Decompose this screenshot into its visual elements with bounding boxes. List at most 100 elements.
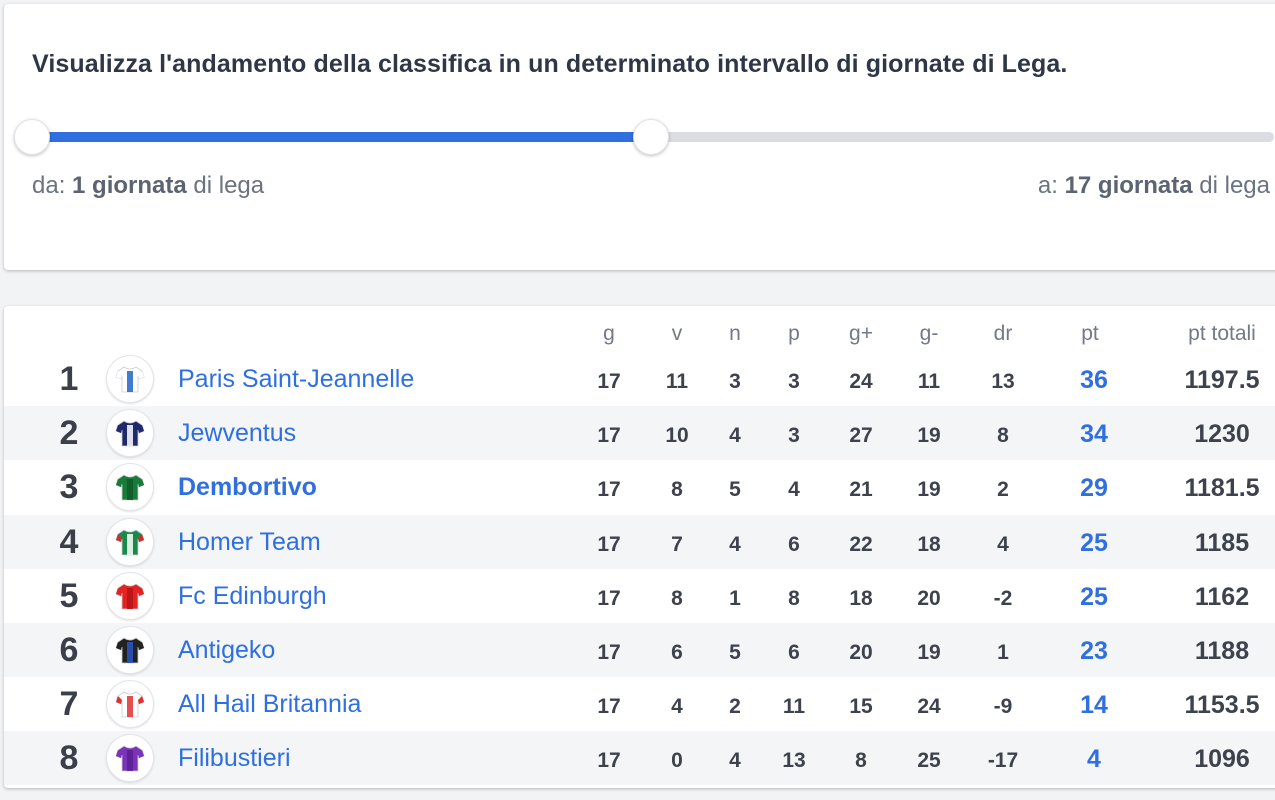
cell-v: 0 [671,749,683,773]
cell-points: 4 [1087,745,1101,774]
team-jersey-icon [106,734,154,783]
rank-number: 7 [59,685,79,724]
cell-goals-for: 24 [849,370,873,393]
cell-goal-diff: 13 [991,370,1015,393]
cell-total-points: 1230 [1194,420,1250,449]
cell-v: 7 [671,532,683,556]
cell-points: 34 [1080,420,1108,449]
cell-total-points: 1185 [1194,528,1250,557]
table-row: 1 Paris Saint-Jeannelle 17 11 3 3 24 11 13 36 1197… [4,352,1275,406]
cell-g: 17 [597,424,621,448]
rank-number: 3 [59,468,79,507]
range-from-value: 1 giornata [72,172,187,199]
cell-p: 3 [788,370,800,393]
cell-p: 3 [788,424,800,448]
header-n: n [729,322,741,345]
cell-goals-against: 18 [917,532,941,556]
cell-goals-for: 20 [849,641,873,664]
cell-goal-diff: 2 [997,478,1009,502]
range-to-suffix: di lega [1192,172,1270,199]
cell-goal-diff: -9 [993,695,1013,719]
cell-p: 13 [782,749,806,773]
team-name-link[interactable]: Jewventus [178,419,297,448]
table-row: 2 Jewventus 17 10 4 3 27 19 8 34 1230 [4,406,1275,461]
cell-total-points: 1096 [1194,745,1250,774]
cell-points: 29 [1080,474,1108,503]
cell-goal-diff: 1 [997,641,1009,664]
cell-goal-diff: 4 [997,532,1009,556]
range-filter-card: Visualizza l'andamento della classifica … [4,4,1275,270]
rank-number: 5 [59,576,79,615]
cell-v: 8 [671,586,683,610]
cell-n: 2 [729,695,741,719]
standings-header: g v n p g+ g- dr pt pt totali [4,306,1275,360]
rank-number: 4 [59,522,79,561]
cell-v: 4 [671,695,683,719]
cell-p: 6 [788,641,800,664]
team-jersey-icon [106,409,154,458]
team-name-link[interactable]: Dembortivo [178,473,317,502]
range-slider-fill [34,132,654,142]
cell-goals-against: 19 [917,478,941,502]
table-row: 7 All Hail Britannia 17 4 2 11 15 24 -9 14 1153.5 [4,677,1275,731]
cell-goals-for: 15 [849,695,873,719]
cell-total-points: 1162 [1194,582,1250,611]
header-points: pt [1081,322,1099,345]
team-jersey-icon [106,517,154,566]
cell-v: 6 [671,641,683,664]
cell-g: 17 [597,749,621,773]
cell-p: 11 [782,695,806,719]
cell-goals-for: 22 [849,532,873,556]
cell-g: 17 [597,370,621,393]
cell-total-points: 1188 [1194,637,1250,665]
cell-p: 6 [788,532,800,556]
range-from-prefix: da: [32,172,73,199]
cell-points: 14 [1080,691,1108,720]
cell-points: 23 [1080,637,1108,665]
cell-points: 25 [1080,528,1108,557]
rank-number: 1 [59,360,79,398]
cell-goals-against: 20 [917,586,941,610]
table-row: 4 Homer Team 17 7 4 6 22 18 4 25 1185 [4,514,1275,569]
range-filter-title: Visualizza l'andamento della classifica … [32,50,1068,78]
team-name-link[interactable]: Homer Team [178,527,321,556]
team-name-link[interactable]: Paris Saint-Jeannelle [178,365,415,393]
cell-p: 4 [788,478,800,502]
cell-goals-against: 19 [917,424,941,448]
cell-n: 5 [729,478,741,502]
team-name-link[interactable]: Filibustieri [178,744,291,773]
cell-p: 8 [788,586,800,610]
team-name-link[interactable]: Fc Edinburgh [178,581,327,610]
header-goals-against: g- [919,322,939,345]
cell-g: 17 [597,478,621,502]
table-row: 8 Filibustieri 17 0 4 13 8 25 -17 4 1096 [4,731,1275,786]
cell-goal-diff: 8 [997,424,1009,448]
range-slider-to-handle[interactable] [633,119,669,155]
cell-goals-against: 11 [917,370,941,393]
header-goals-for: g+ [849,322,873,345]
range-to-label: a: 17 giornata di lega [1038,172,1270,200]
table-row: 3 Dembortivo 17 8 5 4 21 19 2 29 1181.5 [4,460,1275,514]
header-total-points: pt totali [1188,322,1256,345]
cell-g: 17 [597,695,621,719]
cell-n: 1 [729,586,741,610]
team-jersey-icon [106,463,154,512]
range-from-label: da: 1 giornata di lega [32,172,264,200]
cell-points: 36 [1080,366,1108,394]
cell-goals-against: 24 [917,695,941,719]
cell-goals-for: 18 [849,586,873,610]
cell-v: 10 [665,424,689,448]
cell-goals-against: 19 [917,641,941,664]
cell-n: 5 [729,641,741,664]
team-name-link[interactable]: Antigeko [178,636,276,664]
cell-g: 17 [597,532,621,556]
range-to-value: 17 giornata [1064,172,1193,199]
header-v: v [671,322,683,345]
cell-n: 4 [729,532,741,556]
cell-total-points: 1181.5 [1184,474,1260,503]
header-g: g [603,322,615,345]
cell-goals-for: 21 [849,478,873,502]
cell-goal-diff: -17 [987,749,1019,773]
team-name-link[interactable]: All Hail Britannia [178,690,362,719]
range-slider-from-handle[interactable] [14,119,50,155]
